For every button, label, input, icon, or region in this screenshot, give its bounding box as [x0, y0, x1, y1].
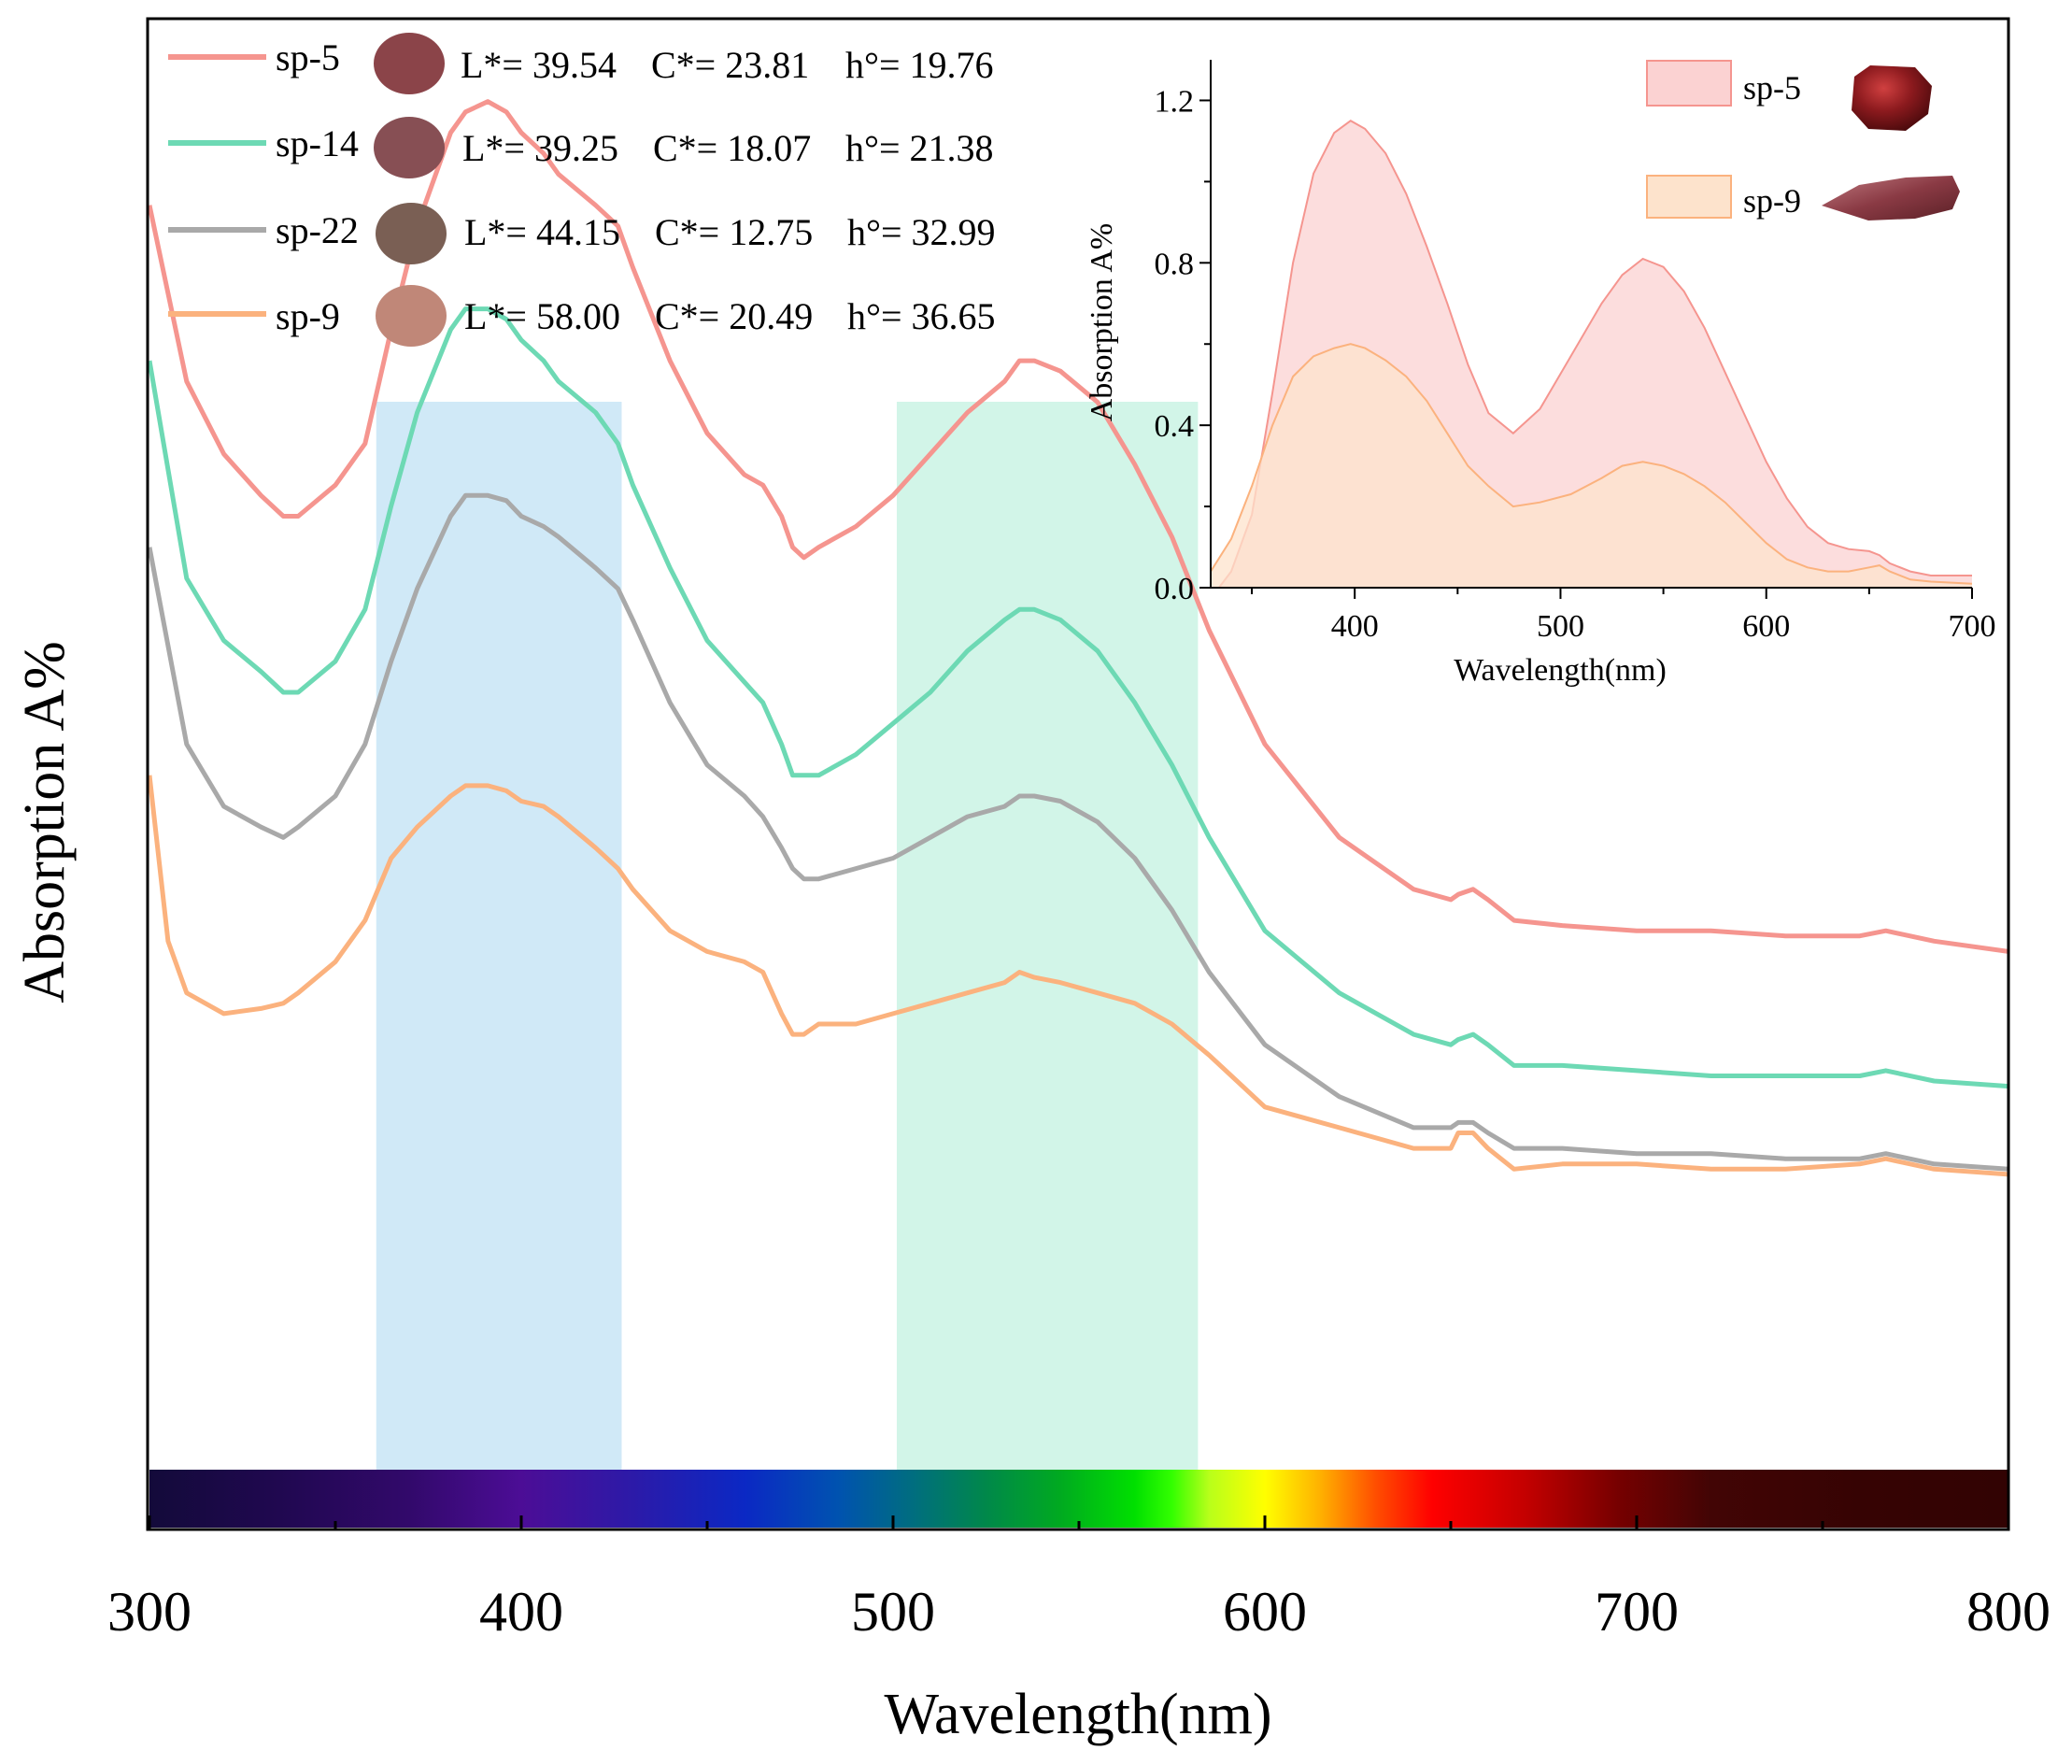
main-plot-area: 300 400 500 600 700 800: [107, 17, 2051, 1643]
highlight-bands: [376, 402, 1199, 1470]
lab-h-value: h°= 19.76: [845, 44, 994, 86]
legend-label: sp-14: [276, 122, 359, 164]
band-green: [896, 402, 1199, 1470]
area-outline-sp-5: [1218, 120, 1972, 588]
inset-x-tick-label: 400: [1331, 609, 1379, 644]
inset-x-axis-label: Wavelength(nm): [1454, 653, 1667, 688]
x-tick-label: 400: [479, 1581, 563, 1643]
inset-y-tick-label: 0.4: [1155, 409, 1195, 444]
main-x-ticks: 300 400 500 600 700 800: [107, 1515, 2051, 1643]
color-swatch-sp-5: [374, 33, 445, 94]
inset-legend: sp-5 sp-9: [1646, 60, 1960, 220]
main-y-axis-label: Absorption A%: [13, 641, 77, 1003]
color-swatch-sp-9: [376, 285, 447, 347]
area-outline-sp-9: [1211, 343, 1972, 585]
pink-red-stone: [1822, 176, 1960, 220]
inset-chart: 400 500 600 700 0.0 0.4 0.8 1.2 Wavelength(nm)…: [1085, 60, 1996, 688]
x-tick-label: 700: [1595, 1581, 1679, 1643]
inset-y-ticks: 0.0 0.4 0.8 1.2: [1155, 84, 1211, 606]
legend-entry: sp-22 L*= 44.15 C*= 12.75 h°= 32.99: [168, 203, 996, 264]
legend-entry: sp-9: [1646, 175, 1960, 220]
x-tick-label: 300: [107, 1581, 192, 1643]
legend-entry: sp-14 L*= 39.25 C*= 18.07 h°= 21.38: [168, 117, 994, 178]
inset-x-tick-label: 700: [1949, 609, 1996, 644]
x-tick-label: 600: [1223, 1581, 1307, 1643]
series-line-sp-9: [148, 775, 2008, 1177]
lab-l-value: L*= 39.54: [461, 44, 617, 86]
series-line-sp-14: [148, 306, 2008, 1089]
legend-label: sp-22: [276, 209, 359, 251]
visible-spectrum-bar: [149, 1470, 2008, 1528]
inset-x-ticks: 400 500 600 700: [1251, 588, 1996, 644]
lab-l-value: L*= 58.00: [464, 295, 620, 337]
dark-red-stone: [1852, 65, 1932, 131]
lab-h-value: h°= 21.38: [845, 127, 994, 169]
inset-legend-swatch-sp-5: [1646, 60, 1732, 107]
lab-l-value: L*= 44.15: [464, 211, 620, 253]
series-line-sp-22: [148, 492, 2008, 1172]
band-blue: [376, 402, 622, 1470]
lab-c-value: C*= 23.81: [651, 44, 809, 86]
inset-y-tick-label: 0.8: [1155, 247, 1195, 281]
inset-y-tick-label: 0.0: [1155, 572, 1195, 606]
legend-entry: sp-5: [1646, 60, 1932, 131]
legend-label: sp-5: [1743, 69, 1801, 107]
main-x-axis-label: Wavelength(nm): [884, 1683, 1271, 1746]
lab-c-value: C*= 20.49: [655, 295, 813, 337]
color-swatch-sp-14: [374, 117, 445, 178]
inset-legend-swatch-sp-9: [1646, 175, 1732, 219]
legend-entry: sp-5 L*= 39.54 C*= 23.81 h°= 19.76: [168, 33, 994, 94]
inset-y-tick-label: 1.2: [1155, 84, 1195, 119]
legend-label: sp-9: [1743, 182, 1801, 220]
inset-series-areas: [1211, 120, 1972, 588]
lab-h-value: h°= 32.99: [847, 211, 996, 253]
legend-label: sp-5: [276, 36, 340, 78]
x-tick-label: 500: [851, 1581, 935, 1643]
lab-l-value: L*= 39.25: [462, 127, 618, 169]
area-fill-sp-9: [1211, 344, 1972, 588]
inset-x-tick-label: 600: [1742, 609, 1790, 644]
legend-entry: sp-9 L*= 58.00 C*= 20.49 h°= 36.65: [168, 285, 996, 347]
main-legend: sp-5 L*= 39.54 C*= 23.81 h°= 19.76 sp-14…: [168, 33, 996, 347]
legend-label: sp-9: [276, 295, 340, 337]
color-swatch-sp-22: [376, 203, 447, 264]
lab-c-value: C*= 12.75: [655, 211, 813, 253]
inset-y-axis-label: Absorption A%: [1085, 223, 1119, 422]
x-tick-label: 800: [1966, 1581, 2051, 1643]
inset-x-tick-label: 500: [1537, 609, 1584, 644]
lab-h-value: h°= 36.65: [847, 295, 996, 337]
lab-c-value: C*= 18.07: [653, 127, 811, 169]
